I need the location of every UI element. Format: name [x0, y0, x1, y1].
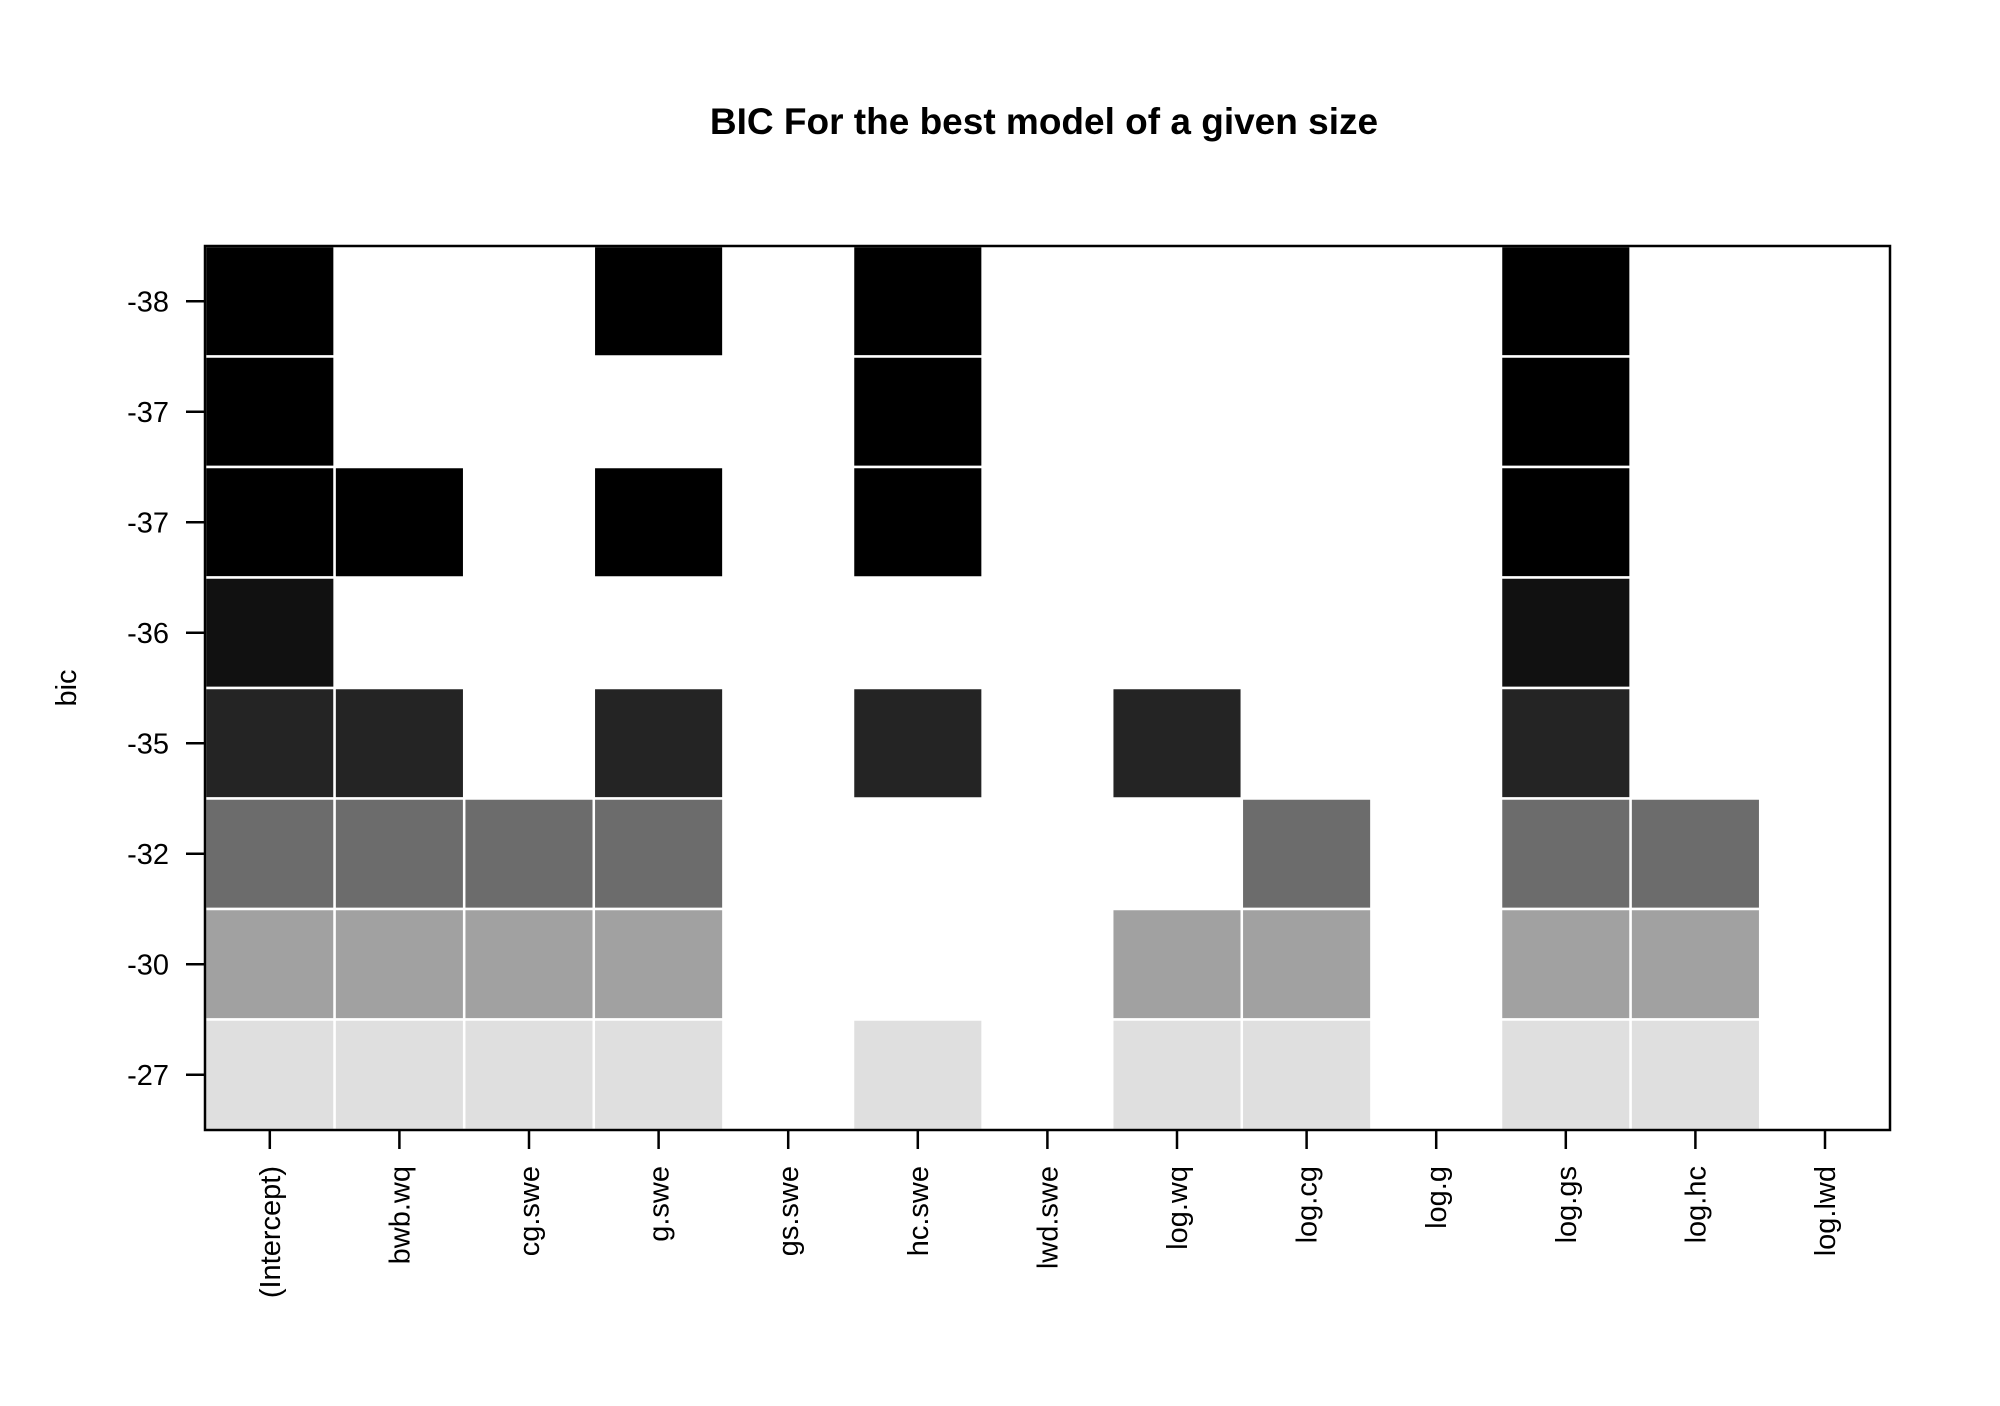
heatmap-cell [333, 465, 466, 579]
plot-frame [203, 244, 1892, 1132]
heatmap-cell [1240, 907, 1373, 1021]
heatmap-cell [1499, 355, 1632, 469]
heatmap-cell [592, 244, 725, 358]
y-tick-label: -35 [127, 728, 169, 760]
x-tick-label: log.wq [1162, 1166, 1194, 1250]
heatmap-cell [1499, 1018, 1632, 1132]
heatmap-cell [203, 355, 336, 469]
heatmap-cell [333, 1018, 466, 1132]
y-tick-label: -30 [127, 949, 169, 981]
heatmap-cell [203, 686, 336, 800]
x-tick-label: log.g [1421, 1166, 1453, 1229]
x-tick-label: log.lwd [1810, 1166, 1842, 1256]
heatmap-cell [203, 1018, 336, 1132]
y-tick-label: -38 [127, 286, 169, 318]
y-tick-label: -36 [127, 618, 169, 650]
y-tick-label: -37 [127, 507, 169, 539]
x-tick-label: log.cg [1292, 1166, 1324, 1243]
heatmap-cell [333, 907, 466, 1021]
heatmap-cell [1499, 686, 1632, 800]
heatmap-cell [592, 907, 725, 1021]
x-tick-label: log.gs [1551, 1166, 1583, 1243]
y-tick-label: -27 [127, 1060, 169, 1092]
heatmap-cell [851, 355, 984, 469]
heatmap-cell [592, 797, 725, 911]
heatmap-cell [203, 244, 336, 358]
heatmap-cell [1240, 1018, 1373, 1132]
y-axis: -38 -37 -37 -36 -35 -32 -30 -27 [127, 286, 205, 1092]
x-tick-label: lwd.swe [1032, 1166, 1064, 1269]
heatmap-cell [462, 797, 596, 911]
heatmap-cell [203, 907, 336, 1021]
heatmap-cell [1629, 797, 1762, 911]
heatmap-cell [1110, 1018, 1244, 1132]
y-tick-label: -37 [127, 397, 169, 429]
y-axis-label: bic [51, 669, 83, 706]
x-tick-label: gs.swe [773, 1166, 805, 1256]
heatmap-cell [203, 465, 336, 579]
heatmap-cell [1499, 244, 1632, 358]
heatmap-cell [462, 907, 596, 1021]
heatmap-cell [1110, 907, 1244, 1021]
heatmap-cell [203, 576, 336, 690]
heatmap-cell [462, 1018, 596, 1132]
y-tick-label: -32 [127, 839, 169, 871]
heatmap-cell [333, 797, 466, 911]
heatmap-cell [592, 465, 725, 579]
heatmap-cell [1499, 465, 1632, 579]
x-tick-label: (Intercept) [255, 1166, 287, 1298]
heatmap-cell [851, 244, 984, 358]
x-tick-label: g.swe [644, 1166, 676, 1242]
heatmap-cells [203, 244, 1762, 1132]
heatmap-cell [333, 686, 466, 800]
heatmap-cell [1240, 797, 1373, 911]
x-tick-label: log.hc [1680, 1166, 1712, 1243]
heatmap-cell [1499, 576, 1632, 690]
x-tick-label: bwb.wq [384, 1166, 416, 1264]
heatmap-cell [851, 686, 984, 800]
heatmap-cell [1499, 797, 1632, 911]
x-tick-label: hc.swe [903, 1166, 935, 1256]
heatmap-cell [592, 686, 725, 800]
heatmap-cell [1110, 686, 1244, 800]
heatmap-cell [203, 797, 336, 911]
chart-title: BIC For the best model of a given size [710, 101, 1378, 142]
heatmap-cell [592, 1018, 725, 1132]
heatmap-cell [851, 1018, 984, 1132]
heatmap-cell [1499, 907, 1632, 1021]
x-tick-label: cg.swe [514, 1166, 546, 1256]
heatmap-cell [1629, 907, 1762, 1021]
heatmap-cell [1629, 1018, 1762, 1132]
x-axis: (Intercept) bwb.wq cg.swe g.swe gs.swe hc.swe… [255, 1130, 1842, 1298]
heatmap-cell [851, 465, 984, 579]
